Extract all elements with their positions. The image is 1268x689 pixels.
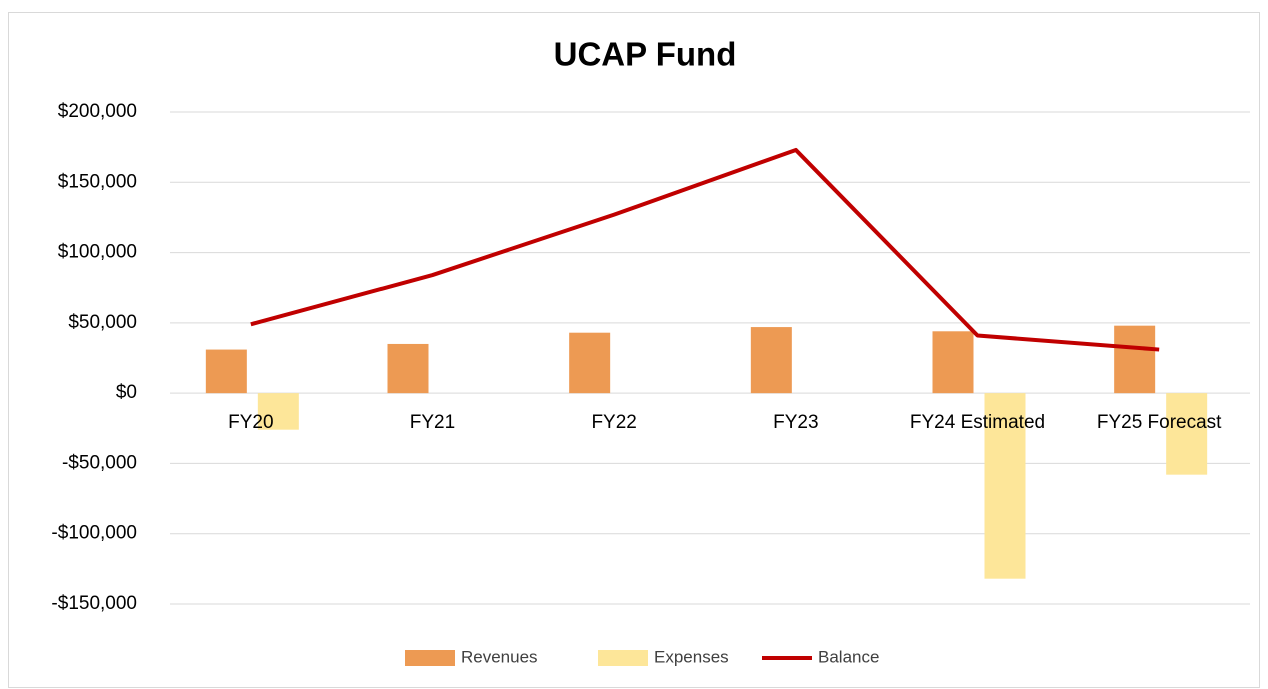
chart-title: UCAP Fund xyxy=(554,36,737,73)
x-tick-label: FY24 Estimated xyxy=(910,412,1045,433)
legend-label: Expenses xyxy=(654,647,729,666)
legend-label: Balance xyxy=(818,647,879,666)
y-tick-label: $0 xyxy=(116,382,137,403)
bar xyxy=(1166,393,1208,475)
bar xyxy=(984,393,1026,579)
y-tick-label: $150,000 xyxy=(58,171,137,192)
y-tick-label: $50,000 xyxy=(68,312,137,333)
y-tick-label: -$150,000 xyxy=(51,593,137,614)
x-tick-label: FY23 xyxy=(773,412,818,433)
x-tick-label: FY22 xyxy=(591,412,636,433)
chart-frame xyxy=(8,12,1260,688)
bar xyxy=(569,332,611,394)
y-tick-label: -$100,000 xyxy=(51,523,137,544)
x-tick-label: FY20 xyxy=(228,412,273,433)
x-tick-label: FY25 Forecast xyxy=(1097,412,1222,433)
legend-swatch xyxy=(598,650,648,666)
y-tick-label: -$50,000 xyxy=(62,452,137,473)
balance-line xyxy=(250,147,1160,352)
bar xyxy=(257,393,299,430)
x-tick-label: FY21 xyxy=(410,412,455,433)
y-tick-label: $200,000 xyxy=(58,101,137,122)
legend-swatch xyxy=(405,650,455,666)
bar xyxy=(932,331,974,394)
y-tick-label: $100,000 xyxy=(58,242,137,263)
bar xyxy=(387,343,429,394)
bar xyxy=(1114,325,1156,394)
legend-label: Revenues xyxy=(461,647,538,666)
bar xyxy=(205,349,247,394)
bar xyxy=(750,327,792,394)
